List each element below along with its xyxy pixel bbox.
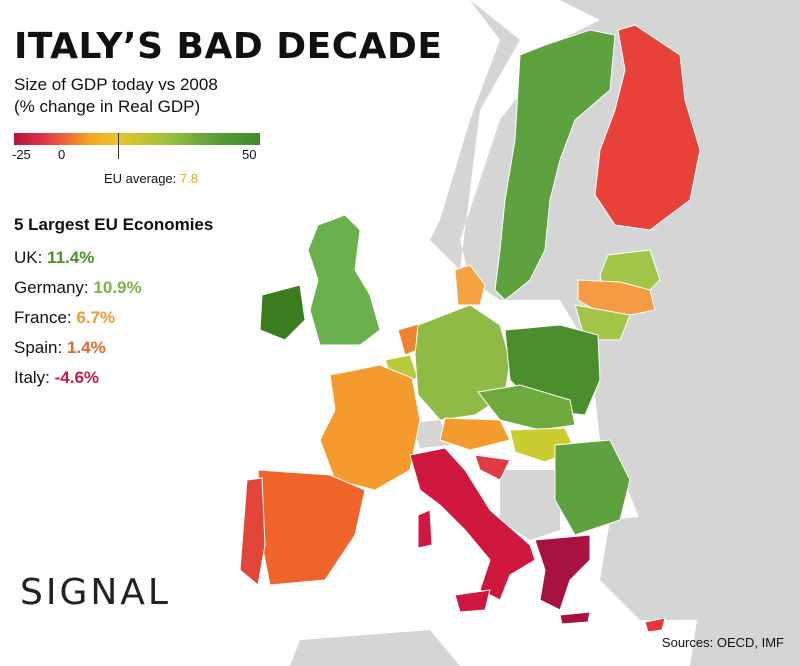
country-value: -4.6%	[54, 368, 100, 387]
country-lithuania	[577, 279, 656, 316]
legend-min-label: -25	[12, 147, 31, 162]
country-france	[319, 364, 421, 491]
sources-note: Sources: OECD, IMF	[661, 635, 784, 650]
country-italy-sicily	[454, 589, 491, 613]
country-finland	[594, 24, 701, 231]
country-name: Spain:	[14, 338, 63, 357]
eu-average-label: EU average:	[104, 171, 177, 186]
country-value: 11.4%	[47, 248, 95, 267]
country-denmark	[454, 264, 486, 306]
color-legend: -25 0 50 EU average: 7.8	[12, 133, 264, 193]
country-lithuania-south	[574, 304, 631, 341]
country-croatia	[474, 454, 511, 481]
africa-land	[290, 630, 460, 666]
country-name: Germany:	[14, 278, 89, 297]
list-item: Germany: 10.9%	[14, 273, 142, 303]
country-name: Italy:	[14, 368, 50, 387]
balkans-land	[500, 470, 560, 540]
list-item: Italy: -4.6%	[14, 363, 142, 393]
switzerland-land	[412, 420, 450, 448]
eu-average-marker	[118, 133, 119, 159]
list-item: UK: 11.4%	[14, 243, 142, 273]
country-cyprus	[644, 617, 666, 633]
country-romania-bulgaria	[554, 439, 631, 536]
eu-countries	[239, 24, 701, 633]
country-italy	[409, 447, 536, 601]
country-name: UK:	[14, 248, 43, 267]
chart-subtitle: Size of GDP today vs 2008 (% change in R…	[14, 74, 218, 118]
country-name: France:	[14, 308, 72, 327]
country-greece	[534, 534, 591, 611]
country-value: 1.4%	[66, 338, 106, 357]
country-greece-crete	[559, 611, 591, 625]
list-item: Spain: 1.4%	[14, 333, 142, 363]
country-portugal	[239, 477, 266, 586]
turkey-land	[600, 500, 800, 620]
legend-max-label: 50	[242, 147, 257, 162]
legend-gradient-bar	[14, 133, 260, 145]
country-spain	[257, 469, 366, 586]
country-sweden	[494, 29, 616, 301]
page-title: ITALY’S BAD DECADE	[14, 26, 443, 67]
subtitle-line-1: Size of GDP today vs 2008	[14, 75, 218, 94]
eu-average: EU average: 7.8	[104, 171, 198, 186]
country-austria	[439, 417, 511, 451]
country-uk	[307, 214, 381, 346]
subtitle-line-2: (% change in Real GDP)	[14, 97, 201, 116]
eu-average-value: 7.8	[179, 171, 198, 186]
legend-zero-label: 0	[58, 147, 66, 162]
country-ireland	[259, 284, 306, 341]
list-item: France: 6.7%	[14, 303, 142, 333]
country-value: 6.7%	[76, 308, 116, 327]
country-value: 10.9%	[93, 278, 142, 297]
country-italy-sardinia	[417, 509, 433, 549]
signal-logo: SIGNAL	[20, 572, 171, 613]
largest-economies-heading: 5 Largest EU Economies	[14, 215, 214, 234]
largest-economies-list: UK: 11.4% Germany: 10.9% France: 6.7% Sp…	[14, 243, 142, 393]
